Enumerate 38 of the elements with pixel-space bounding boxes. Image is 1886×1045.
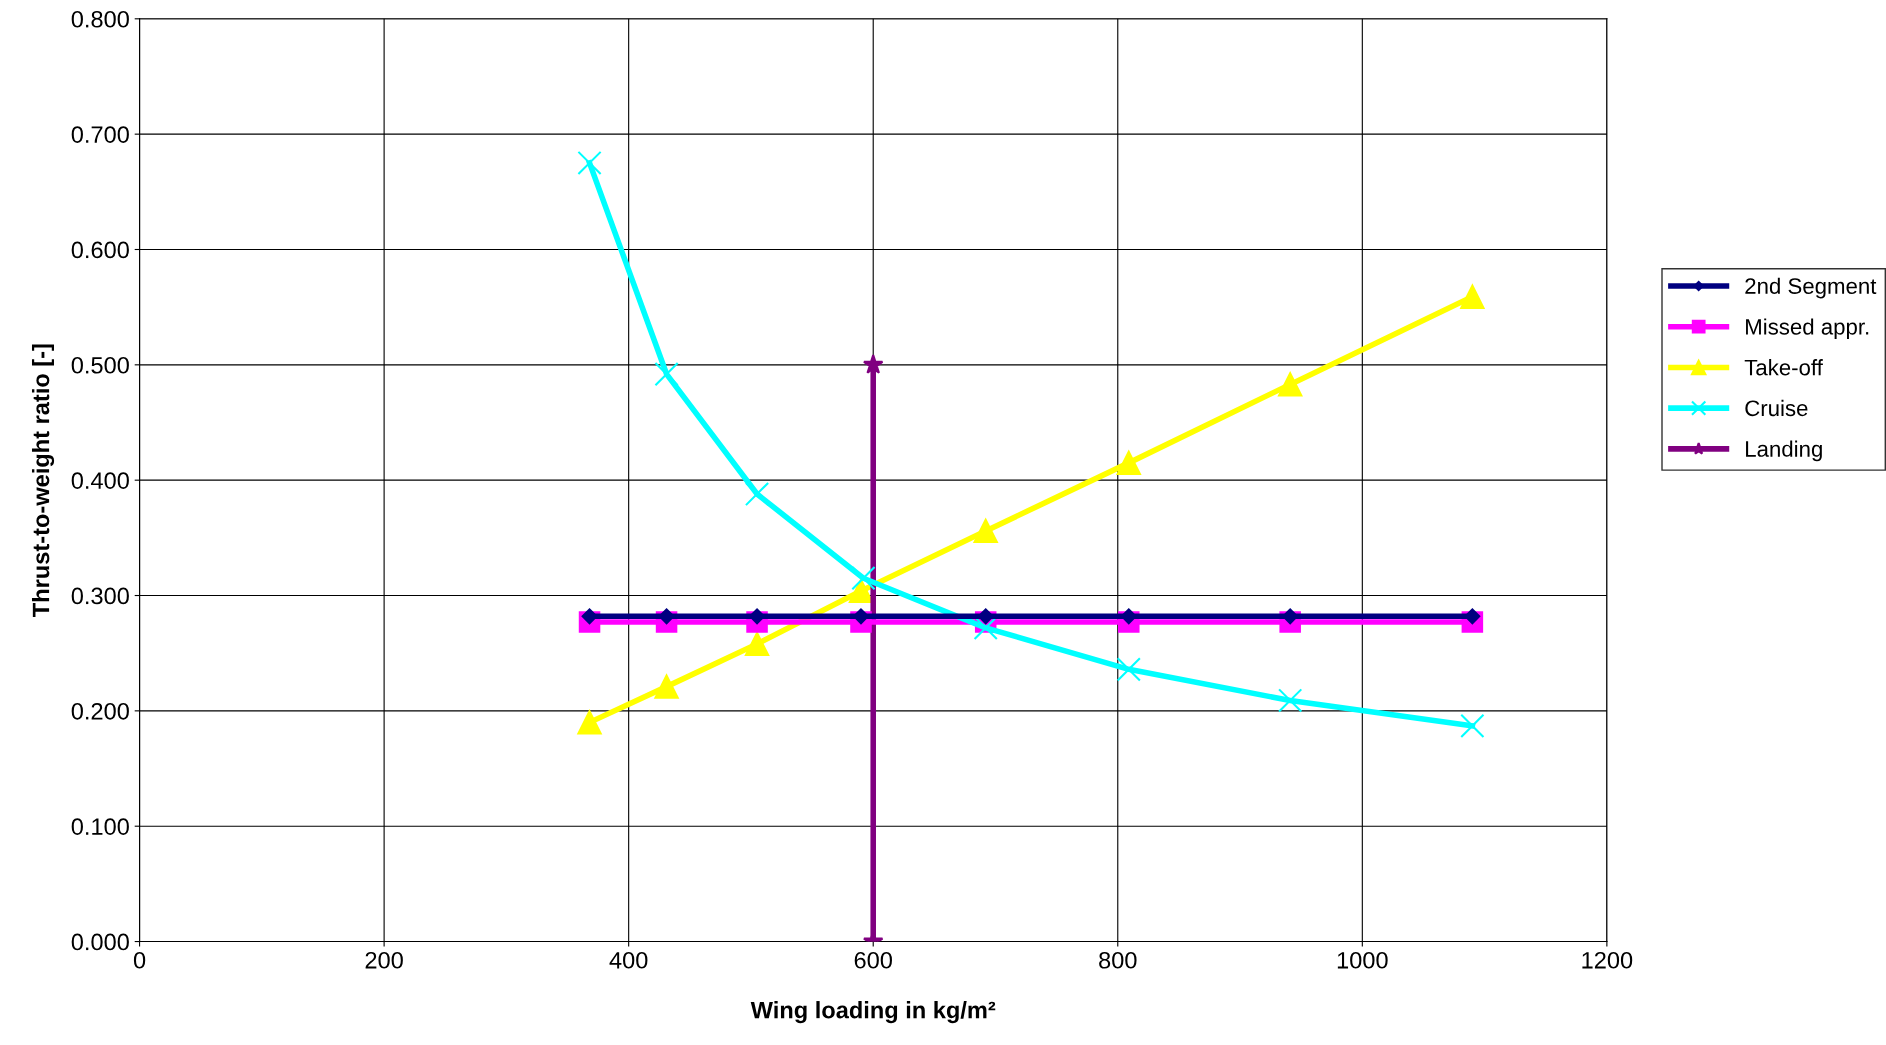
y-tick-label: 0.500 bbox=[71, 356, 129, 374]
legend-label: Missed appr. bbox=[1746, 318, 1869, 340]
x-tick-label: 600 bbox=[854, 951, 892, 969]
point bbox=[654, 674, 679, 699]
point bbox=[1460, 284, 1485, 309]
point bbox=[1460, 713, 1485, 739]
point bbox=[1278, 688, 1303, 713]
point bbox=[1116, 450, 1141, 476]
x-axis-title: Wing loading in kg/m² bbox=[750, 1001, 996, 1024]
point bbox=[577, 150, 602, 176]
legend-label: Cruise bbox=[1745, 399, 1808, 417]
y-tick-label: 0.100 bbox=[71, 818, 129, 835]
point bbox=[744, 631, 770, 657]
y-tick-label: 0.000 bbox=[71, 933, 129, 951]
point bbox=[851, 566, 876, 591]
point bbox=[862, 354, 884, 374]
y-tick-label: 0.300 bbox=[71, 587, 129, 605]
y-tick-label: 0.700 bbox=[71, 126, 129, 143]
x-tick-label: 1200 bbox=[1582, 951, 1633, 969]
y-axis-title: Thrust-to-weight ratio [-] bbox=[31, 344, 55, 617]
point bbox=[654, 361, 679, 387]
legend-label: Landing bbox=[1746, 440, 1822, 462]
legend-label: 2nd Segment bbox=[1745, 277, 1877, 299]
point bbox=[973, 518, 998, 544]
y-tick-label: 0.400 bbox=[71, 472, 129, 489]
y-tick-label: 0.800 bbox=[71, 10, 129, 28]
x-tick-label: 200 bbox=[365, 951, 403, 969]
legend-label: Take-off bbox=[1744, 359, 1823, 376]
x-tick-label: 1000 bbox=[1337, 951, 1388, 969]
x-tick-label: 800 bbox=[1099, 951, 1137, 969]
x-tick-label: 400 bbox=[609, 951, 648, 969]
y-tick-label: 0.600 bbox=[71, 241, 129, 259]
point bbox=[1278, 372, 1303, 397]
point bbox=[1116, 657, 1141, 682]
point bbox=[577, 710, 602, 735]
y-tick-label: 0.200 bbox=[71, 702, 129, 720]
point bbox=[744, 481, 770, 507]
x-tick-label: 0 bbox=[133, 951, 146, 969]
